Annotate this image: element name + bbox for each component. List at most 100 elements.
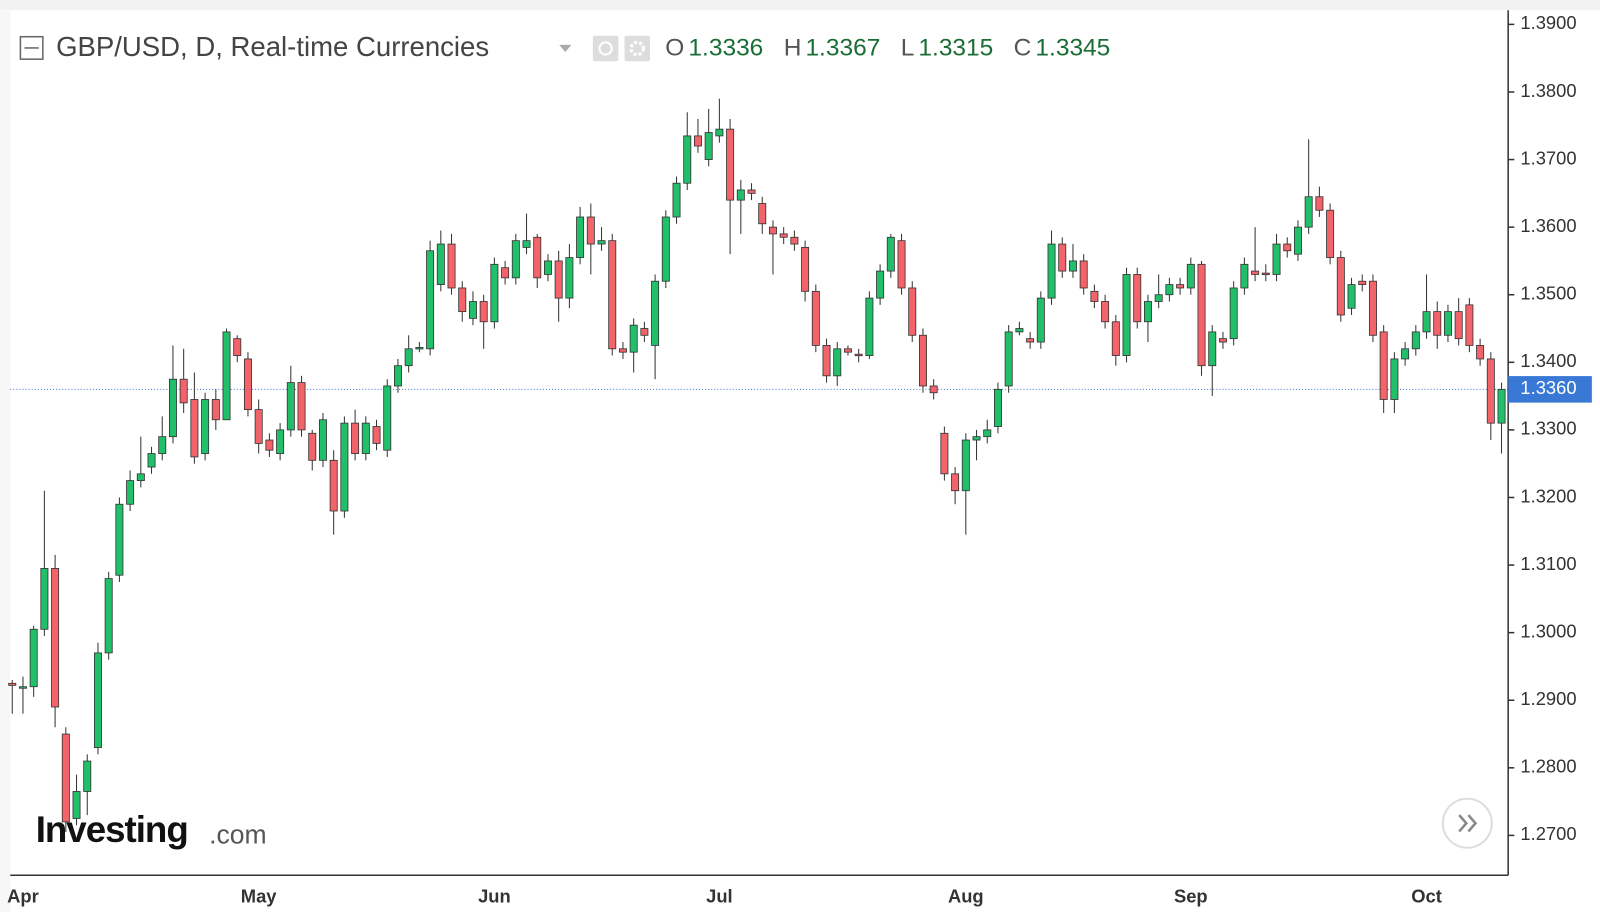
candle-body [318, 419, 327, 461]
y-tick-label: 1.3200 [1520, 485, 1576, 506]
dropdown-arrow[interactable] [559, 44, 572, 53]
candle-body [1401, 348, 1410, 360]
candle-body [190, 399, 199, 458]
x-tick-label: Sep [1174, 886, 1208, 907]
candle-body [243, 358, 252, 411]
x-tick-label: Aug [948, 886, 984, 907]
scroll-button-glyph [1458, 814, 1478, 833]
candle-body [1411, 331, 1420, 350]
eye-icon-glyph [598, 41, 613, 56]
candle-body [18, 686, 27, 689]
candle-body [1422, 311, 1431, 333]
candle-body [372, 426, 381, 444]
candle-body [908, 287, 917, 336]
candle-body [1486, 358, 1495, 424]
candle-body [265, 439, 274, 451]
y-tick-label: 1.3900 [1520, 12, 1576, 33]
candle-body [1251, 270, 1260, 275]
candle-body [897, 240, 906, 289]
candle-body [61, 733, 70, 823]
candle-body [158, 436, 167, 454]
candle-body [1079, 260, 1088, 289]
candle-body [1015, 328, 1024, 333]
candle-body [511, 240, 520, 279]
candle-body [1240, 263, 1249, 289]
candle-body [1293, 226, 1302, 255]
candle-body [983, 429, 992, 438]
candle-body [1133, 274, 1142, 323]
candle-body [40, 568, 49, 630]
candle-body [51, 568, 60, 708]
candle-body [415, 347, 424, 350]
x-tick-label: Apr [7, 886, 39, 907]
candle-body [822, 345, 831, 377]
candle-body [993, 388, 1002, 427]
candle-body [768, 226, 777, 235]
x-tick-label: May [241, 886, 278, 907]
candle-body [297, 382, 306, 431]
candle-body [1186, 263, 1195, 289]
candle-body [1218, 338, 1227, 343]
candle-body [490, 263, 499, 323]
candle-body [940, 432, 949, 475]
last-price-tag [1508, 376, 1592, 403]
ohlc-value: 1.3315 [918, 34, 993, 61]
candle-body [1315, 196, 1324, 211]
candle-body [404, 348, 413, 367]
candle-body [458, 287, 467, 313]
settings-icon[interactable] [624, 35, 650, 62]
candle-body [843, 348, 852, 353]
last-price-label: 1.3360 [1520, 377, 1576, 398]
candle-body [147, 453, 156, 468]
candle-body [790, 236, 799, 245]
candle-body [340, 422, 349, 512]
candle-body [565, 257, 574, 299]
candle-body [1379, 331, 1388, 400]
candle-body [1004, 331, 1013, 387]
candle-body [93, 652, 102, 748]
candle-body [640, 328, 649, 336]
candle-body [383, 385, 392, 451]
eye-icon[interactable] [592, 35, 619, 62]
candle-body [1197, 263, 1206, 367]
candle-body [329, 459, 338, 512]
left-strip [0, 10, 11, 912]
candle-body [1261, 272, 1270, 276]
candle-body [1122, 274, 1131, 356]
y-tick-label: 1.3600 [1520, 215, 1576, 236]
candle-body [715, 128, 724, 137]
candle-body [693, 135, 702, 147]
candle-body [179, 378, 188, 404]
candle-body [104, 578, 113, 654]
candle-body [447, 243, 456, 289]
candle-body [222, 331, 231, 421]
candle-body [683, 135, 692, 184]
candle-body [608, 240, 617, 350]
candle-body [276, 429, 285, 454]
candle-body [168, 378, 177, 438]
ohlc-key: H [784, 34, 802, 61]
x-tick-label: Jul [706, 886, 733, 907]
candle-body [929, 385, 938, 394]
collapse-icon[interactable] [19, 35, 44, 60]
candle-body [361, 422, 370, 454]
candle-body [1208, 331, 1217, 367]
candle-body [554, 260, 563, 299]
top-bar [0, 0, 1600, 11]
candle-body [393, 365, 402, 387]
y-tick-label: 1.3800 [1520, 80, 1576, 101]
y-tick-label: 1.3000 [1520, 620, 1576, 641]
plot-area [8, 98, 1509, 833]
candle-body [1229, 287, 1238, 340]
candle-body [479, 301, 488, 323]
symbol-title: GBP/USD, D, Real-time Currencies [56, 31, 489, 62]
candle-body [1497, 388, 1506, 424]
candle-body [811, 290, 820, 346]
candle-body [1058, 243, 1067, 272]
candle-body [308, 432, 317, 461]
candle-body [1390, 358, 1399, 400]
candle-body [1154, 294, 1163, 302]
candle-body [115, 503, 124, 576]
candle-body [1047, 243, 1056, 299]
